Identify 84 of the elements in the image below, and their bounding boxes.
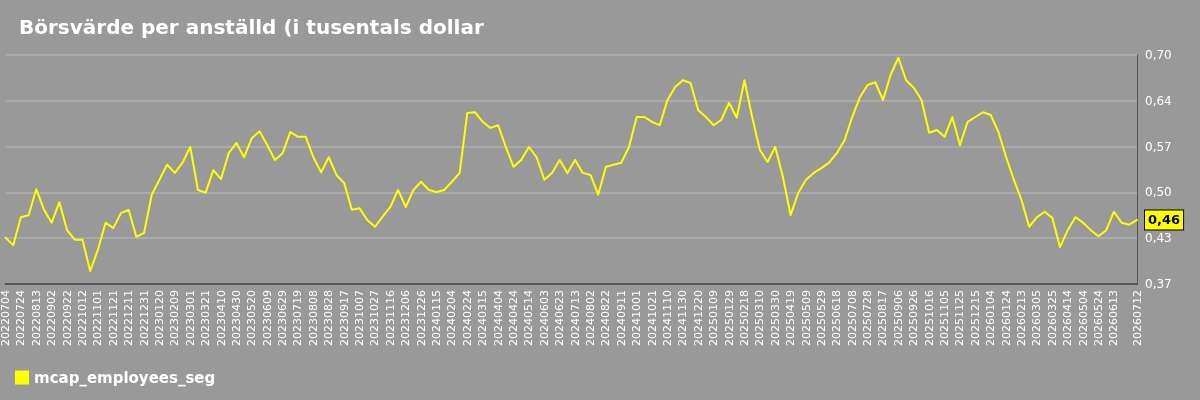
x-tick-label: 20221211 bbox=[122, 290, 136, 346]
x-tick-label: 20250618 bbox=[830, 290, 844, 346]
x-tick-label: 20250728 bbox=[861, 290, 875, 346]
y-tick-label: 0,50 bbox=[1145, 185, 1172, 200]
x-tick-label: 20240204 bbox=[445, 290, 459, 346]
x-tick-label: 20231116 bbox=[383, 290, 397, 346]
x-tick-label: 20250509 bbox=[799, 290, 813, 346]
x-tick-label: 20260213 bbox=[1015, 290, 1029, 346]
x-tick-label: 20240603 bbox=[537, 290, 551, 346]
x-tick-label: 20240514 bbox=[522, 290, 536, 346]
y-tick-label: 0,64 bbox=[1145, 93, 1172, 108]
x-tick-label: 20240822 bbox=[599, 290, 613, 346]
x-tick-label: 20250109 bbox=[707, 290, 721, 346]
x-tick-label: 20220704 bbox=[0, 290, 12, 346]
x-tick-label: 20220724 bbox=[14, 290, 28, 346]
x-tick-label: 20260305 bbox=[1030, 290, 1044, 346]
x-tick-label: 20260325 bbox=[1045, 290, 1059, 346]
x-tick-label: 20250529 bbox=[814, 290, 828, 346]
x-tick-label: 20250330 bbox=[768, 290, 782, 346]
x-tick-label: 20231007 bbox=[353, 290, 367, 346]
x-tick-label: 20241110 bbox=[660, 290, 674, 346]
x-tick-label: 20240911 bbox=[614, 290, 628, 346]
x-tick-label: 20230828 bbox=[322, 290, 336, 346]
x-tick-label: 20230410 bbox=[214, 290, 228, 346]
x-tick-label: 20240115 bbox=[430, 290, 444, 346]
x-tick-label: 20240224 bbox=[460, 290, 474, 346]
x-tick-label: 20250218 bbox=[737, 290, 751, 346]
x-tick-label: 20230629 bbox=[276, 290, 290, 346]
x-tick-label: 20241001 bbox=[630, 290, 644, 346]
x-tick-label: 20220813 bbox=[29, 290, 43, 346]
x-tick-label: 20260414 bbox=[1061, 290, 1075, 346]
x-tick-label: 20250129 bbox=[722, 290, 736, 346]
x-tick-label: 20230719 bbox=[291, 290, 305, 346]
x-tick-label: 20260104 bbox=[984, 290, 998, 346]
x-tick-label: 20240315 bbox=[476, 290, 490, 346]
x-tick-label: 20220902 bbox=[45, 290, 59, 346]
x-tick-label: 20250708 bbox=[845, 290, 859, 346]
x-tick-label: 20221231 bbox=[137, 290, 151, 346]
annotation: 0,46 bbox=[1148, 212, 1181, 228]
x-tick-label: 20221121 bbox=[106, 290, 120, 346]
x-tick-label: 20240713 bbox=[568, 290, 582, 346]
x-tick-label: 20230209 bbox=[168, 290, 182, 346]
x-tick-label: 20230609 bbox=[260, 290, 274, 346]
x-tick-label: 20250817 bbox=[876, 290, 890, 346]
x-tick-label: 20251016 bbox=[922, 290, 936, 346]
x-tick-label: 20240424 bbox=[507, 290, 521, 346]
x-tick-label: 20250419 bbox=[784, 290, 798, 346]
x-tick-label: 20221012 bbox=[75, 290, 89, 346]
x-tick-label: 20230120 bbox=[152, 290, 166, 346]
x-tick-label: 20250310 bbox=[753, 290, 767, 346]
y-tick-label: 0,57 bbox=[1145, 139, 1172, 154]
x-tick-label: 20260613 bbox=[1107, 290, 1121, 346]
x-tick-label: 20230520 bbox=[245, 290, 259, 346]
x-tick-label: 20251105 bbox=[938, 290, 952, 346]
y-tick-label: 0,37 bbox=[1145, 277, 1172, 291]
x-tick-label: 20240404 bbox=[491, 290, 505, 346]
x-tick-label: 20241021 bbox=[645, 290, 659, 346]
x-tick-label: 20250906 bbox=[891, 290, 905, 346]
x-tick-label: 20220922 bbox=[60, 290, 74, 346]
y-tick-label: 0,70 bbox=[1145, 48, 1172, 62]
x-tick-label: 20221101 bbox=[91, 290, 105, 346]
x-tick-label: 20231027 bbox=[368, 290, 382, 346]
x-tick-label: 20260504 bbox=[1076, 290, 1090, 346]
y-tick-label: 0,43 bbox=[1145, 231, 1172, 246]
legend-label: mcap_employees_seg bbox=[34, 368, 216, 387]
x-tick-label: 20241220 bbox=[691, 290, 705, 346]
x-tick-label: 20231206 bbox=[399, 290, 413, 346]
x-tick-label: 20230808 bbox=[306, 290, 320, 346]
x-tick-label: 20231226 bbox=[414, 290, 428, 346]
x-tick-label: 20240623 bbox=[553, 290, 567, 346]
x-tick-label: 20260524 bbox=[1092, 290, 1106, 346]
x-tick-label: 20251215 bbox=[968, 290, 982, 346]
x-tick-label: 20241130 bbox=[676, 290, 690, 346]
x-tick-label: 20230917 bbox=[337, 290, 351, 346]
x-tick-label: 20230321 bbox=[199, 290, 213, 346]
chart-title: Börsvärde per anställd (i tusentals dollar bbox=[19, 15, 484, 39]
x-tick-label: 20230301 bbox=[183, 290, 197, 346]
x-tick-label: 20230430 bbox=[229, 290, 243, 346]
x-tick-label: 20250926 bbox=[907, 290, 921, 346]
x-tick-label: 20260712 bbox=[1130, 290, 1144, 346]
x-tick-label: 20251125 bbox=[953, 290, 967, 346]
x-tick-label: 20240802 bbox=[583, 290, 597, 346]
x-tick-label: 20260124 bbox=[999, 290, 1013, 346]
line-series bbox=[4, 56, 1138, 273]
